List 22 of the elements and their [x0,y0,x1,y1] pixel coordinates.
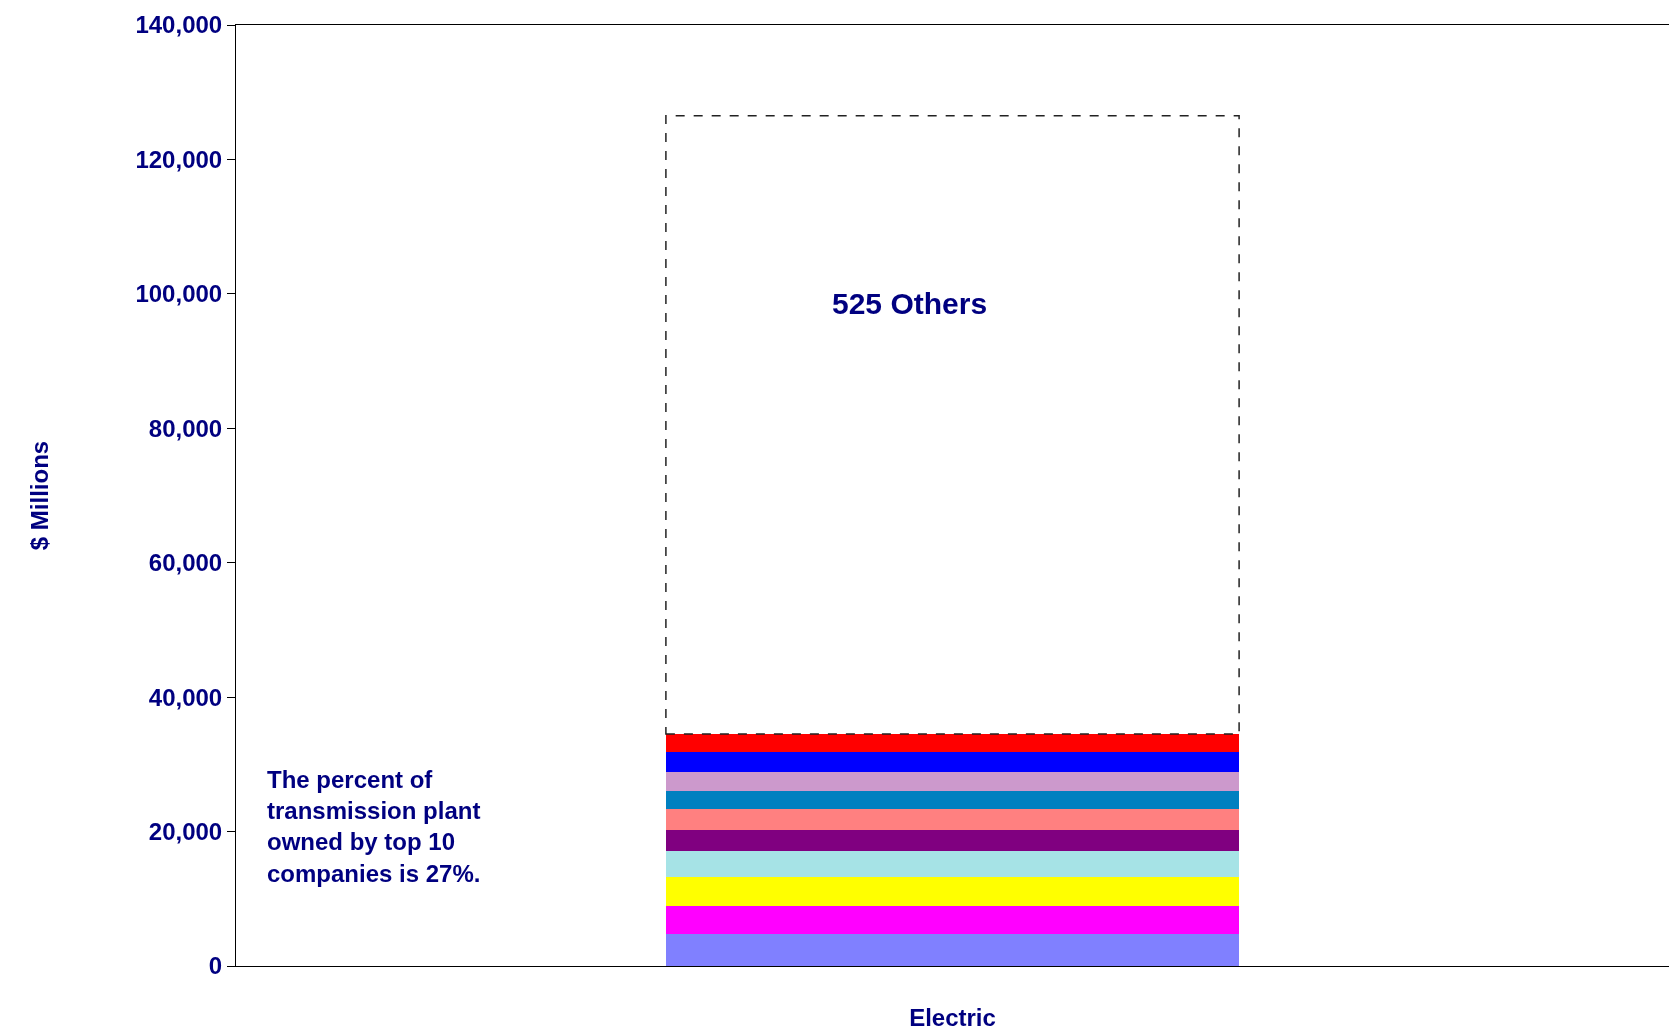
bar [666,772,1239,791]
bar [666,791,1239,809]
y-tick-label: 120,000 [135,145,223,173]
bar [666,934,1239,966]
y-tick-label: 80,000 [148,414,223,442]
bar [666,851,1239,877]
y-axis-title: $ Millions [25,440,53,551]
y-tick-label: 0 [208,952,223,980]
bar [666,906,1239,934]
bar [666,877,1239,906]
annotation: The percent of transmission plant owned by top 10 companies is 27%. [267,766,481,887]
annotation: 525 Others [832,287,988,320]
bar [666,752,1239,772]
y-tick-label: 60,000 [148,549,223,577]
y-tick-label: 140,000 [135,11,223,39]
bar [666,809,1239,830]
bar [666,830,1239,851]
bar [666,734,1239,752]
x-tick-label: Electric [909,1003,996,1031]
y-tick-label: 20,000 [148,817,223,845]
y-tick-label: 100,000 [135,280,223,308]
y-tick-label: 40,000 [148,683,223,711]
